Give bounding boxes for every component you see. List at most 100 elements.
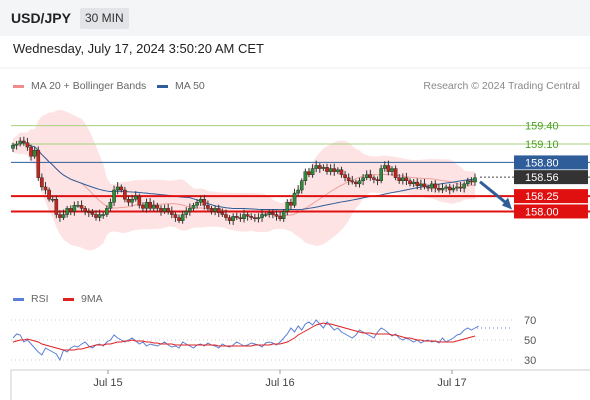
level-label-158.25: 158.25 <box>525 191 559 203</box>
candle-body <box>429 183 434 189</box>
candle-body <box>303 171 308 182</box>
candle-body <box>177 217 181 221</box>
candle-body <box>180 214 185 221</box>
projection-arrow-shaft <box>479 180 509 206</box>
candle-body <box>285 202 290 212</box>
candle-body <box>299 180 304 191</box>
candle-body <box>32 149 37 157</box>
candle-body <box>397 177 402 182</box>
rsi-9ma-line <box>12 322 476 351</box>
candle-body <box>401 177 405 182</box>
rsi-line <box>12 319 479 362</box>
candle-body <box>227 217 232 221</box>
candle-body <box>357 180 362 185</box>
rsi-level-label-70: 70 <box>524 315 536 327</box>
candle-body <box>101 214 106 216</box>
chart-datetime: Wednesday, July 17, 2024 3:50:20 AM CET <box>13 41 264 56</box>
candle-body <box>260 214 264 218</box>
candle-body <box>278 216 282 220</box>
credit-text: Research © 2024 Trading Central <box>423 80 580 92</box>
level-tag-158.00 <box>514 204 588 219</box>
candle-body <box>393 168 398 178</box>
candle-body <box>50 198 55 201</box>
candle-body <box>256 217 261 220</box>
candle-body <box>162 208 167 212</box>
candle-body <box>94 214 98 218</box>
legend-rsi: RSI <box>13 293 49 305</box>
level-label-158.80: 158.80 <box>525 157 559 169</box>
candle-body <box>292 192 297 206</box>
candle-body <box>83 208 87 212</box>
candle-body <box>195 202 199 206</box>
legend-swatch-ma50 <box>157 84 168 88</box>
candle-body <box>411 181 416 185</box>
candle-body <box>234 216 239 218</box>
candle-body <box>90 212 95 215</box>
candle-body <box>14 143 19 146</box>
rsi-level-label-50: 50 <box>524 335 536 347</box>
candle-body <box>473 177 477 183</box>
legend-9ma: 9MA <box>63 293 103 305</box>
candle-body <box>159 208 163 212</box>
candle-body <box>422 183 427 188</box>
candle-body <box>47 189 51 200</box>
candle-body <box>296 189 300 194</box>
bollinger-band <box>13 109 475 251</box>
candle-body <box>184 211 189 215</box>
candle-body <box>58 214 62 218</box>
level-tag-158.56 <box>514 170 588 185</box>
candle-body <box>415 181 420 186</box>
candle-body <box>249 216 254 218</box>
candle-body <box>440 187 445 191</box>
candle-body <box>274 214 279 217</box>
timeframe-button[interactable]: 30 MIN <box>80 8 129 29</box>
candle-body <box>350 180 355 183</box>
candle-body <box>346 177 351 182</box>
candle-body <box>79 205 84 209</box>
candle-body <box>119 186 124 191</box>
candle-body <box>198 198 203 203</box>
x-tick-label: Jul 16 <box>265 377 294 389</box>
candle-body <box>18 140 23 145</box>
level-label-158.56: 158.56 <box>525 172 559 184</box>
candle-body <box>447 186 452 191</box>
legend-ma50: MA 50 <box>157 80 205 92</box>
candle-body <box>382 165 387 169</box>
candle-body <box>321 167 326 169</box>
candle-body <box>72 205 77 212</box>
candle-body <box>267 212 272 215</box>
candle-body <box>361 177 365 182</box>
candle-body <box>123 189 127 200</box>
candle-body <box>339 169 344 175</box>
level-tag-158.25 <box>514 189 588 204</box>
candle-body <box>206 205 210 209</box>
candle-body <box>173 214 178 218</box>
projection-arrow-head <box>502 197 512 210</box>
candle-body <box>97 214 102 218</box>
candle-body <box>216 208 221 213</box>
candle-body <box>310 168 315 175</box>
candle-body <box>108 202 113 209</box>
candle-body <box>36 149 41 178</box>
candle-body <box>25 142 30 148</box>
candle-body <box>238 217 243 220</box>
candle-body <box>404 177 409 182</box>
candle-body <box>408 180 412 185</box>
candle-body <box>372 177 376 180</box>
candle-body <box>390 168 394 172</box>
candle-body <box>343 174 347 178</box>
candle-body <box>105 208 109 215</box>
legend-ma20-bollinger: MA 20 + Bollinger Bands <box>13 80 146 92</box>
candle-body <box>231 216 235 221</box>
candle-body <box>242 214 246 220</box>
candle-body <box>166 208 171 212</box>
candle-body <box>458 186 463 189</box>
candle-body <box>155 205 160 209</box>
candle-body <box>65 208 69 215</box>
candle-body <box>61 214 66 218</box>
top-bar: USD/JPY 30 MIN <box>0 0 590 36</box>
legend-swatch-rsi <box>13 297 24 301</box>
candle-body <box>289 202 293 206</box>
candle-body <box>115 186 120 191</box>
symbol-title: USD/JPY <box>11 10 71 26</box>
